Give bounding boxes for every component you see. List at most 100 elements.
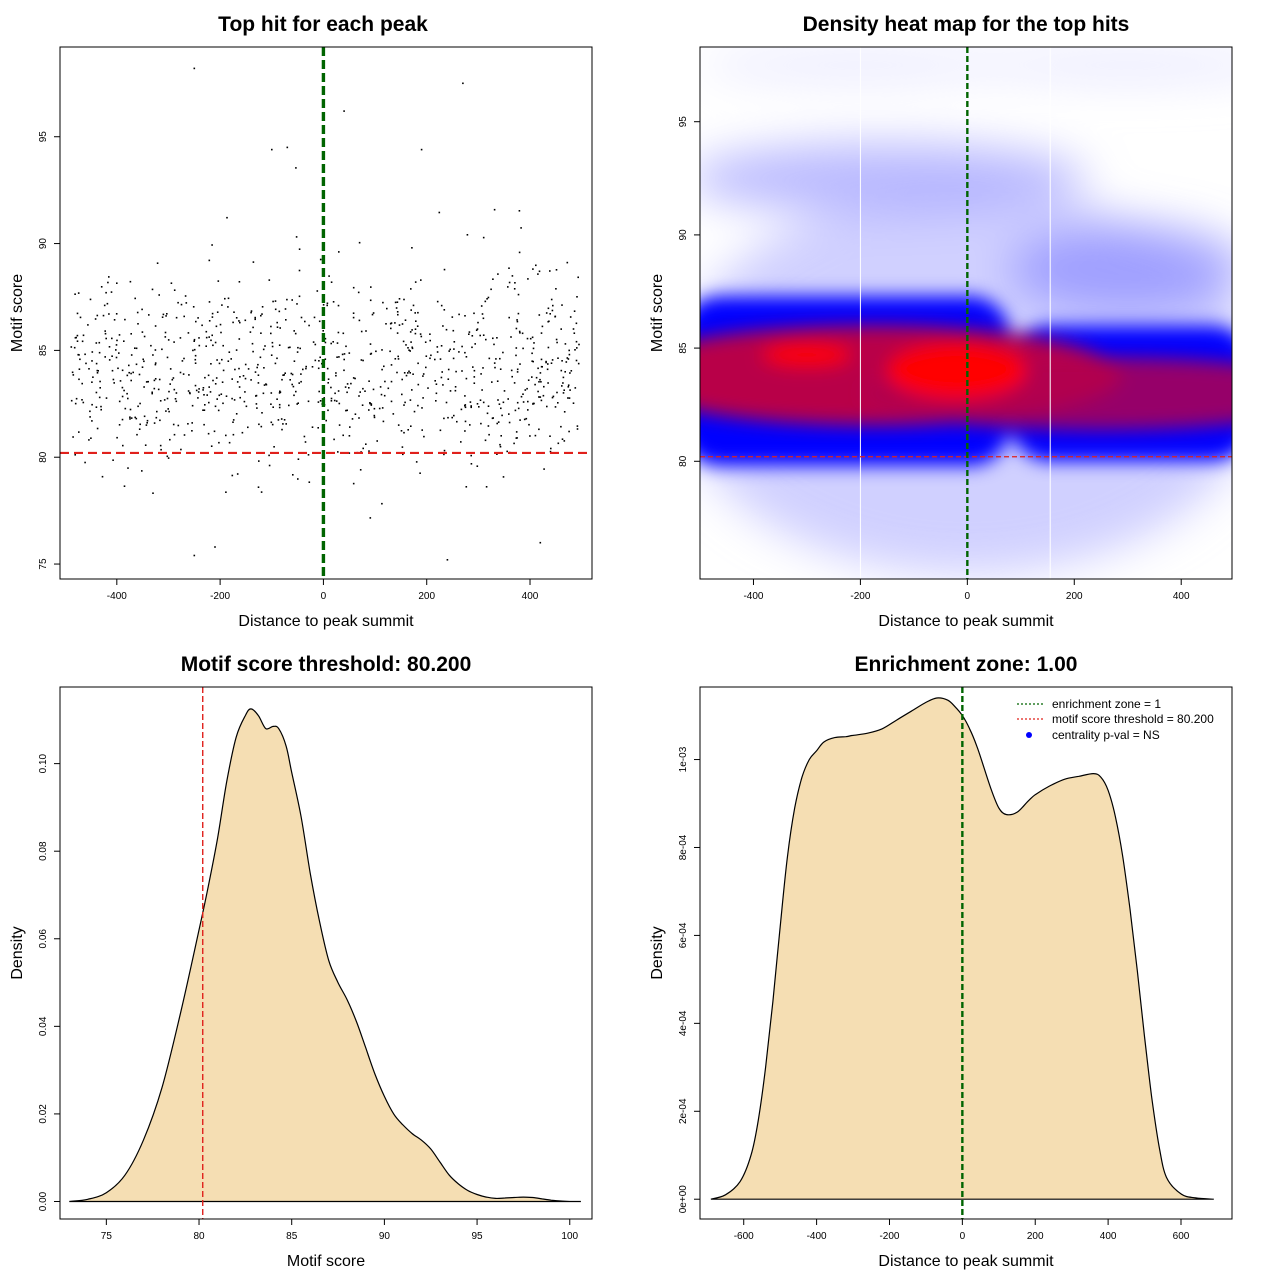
scatter-point xyxy=(508,316,510,319)
scatter-point xyxy=(396,332,399,334)
scatter-point xyxy=(515,354,517,357)
scatter-point xyxy=(141,366,144,368)
scatter-point xyxy=(291,373,294,376)
scatter-point xyxy=(300,316,303,319)
scatter-point xyxy=(214,405,217,408)
scatter-point xyxy=(121,386,124,389)
scatter-point xyxy=(394,322,396,324)
scatter-point xyxy=(153,387,156,390)
scatter-point xyxy=(531,336,534,339)
scatter-point xyxy=(438,211,441,214)
scatter-point xyxy=(90,437,92,439)
scatter-point xyxy=(564,343,567,345)
scatter-point xyxy=(348,452,351,454)
scatter-point xyxy=(138,428,141,430)
scatter-point xyxy=(201,324,203,327)
scatter-point xyxy=(143,386,145,388)
scatter-point xyxy=(464,406,467,409)
scatter-point xyxy=(370,403,373,405)
scatter-point xyxy=(322,330,324,332)
scatter-point xyxy=(73,346,76,349)
scatter-point xyxy=(537,390,539,393)
scatter-point xyxy=(395,307,398,309)
scatter-point xyxy=(324,341,327,344)
scatter-point xyxy=(232,419,235,421)
scatter-point xyxy=(497,421,500,423)
scatter-point xyxy=(278,344,281,346)
scatter-point xyxy=(104,330,106,332)
score-density-xtick-label: 80 xyxy=(193,1231,205,1242)
scatter-point xyxy=(531,352,533,355)
scatter-point xyxy=(440,304,443,307)
scatter-point xyxy=(81,340,84,343)
scatter-point xyxy=(295,236,298,238)
scatter-point xyxy=(476,465,479,467)
scatter-point xyxy=(291,299,293,301)
scatter-point xyxy=(518,330,521,333)
scatter-point xyxy=(239,321,241,324)
scatter-point xyxy=(564,371,566,373)
scatter-point xyxy=(341,353,344,356)
scatter-point xyxy=(271,423,274,426)
scatter-point xyxy=(208,320,211,322)
scatter-point xyxy=(167,339,170,341)
heatmap-ytick-label: 90 xyxy=(678,229,689,241)
scatter-point xyxy=(254,316,256,319)
scatter-point xyxy=(468,331,471,333)
scatter-point xyxy=(159,444,162,447)
scatter-point xyxy=(473,312,475,315)
scatter-point xyxy=(105,291,107,294)
scatter-point xyxy=(443,417,445,420)
scatter-point xyxy=(158,294,160,296)
scatter-point xyxy=(111,355,113,357)
scatter-point xyxy=(476,328,479,330)
scatter-point xyxy=(265,383,268,386)
scatter-point xyxy=(332,301,335,303)
scatter-point xyxy=(154,349,157,351)
scatter-point xyxy=(172,377,175,379)
scatter-point xyxy=(572,402,575,404)
scatter-point xyxy=(194,384,197,387)
scatter-point xyxy=(255,395,257,397)
scatter-point xyxy=(260,425,263,428)
distance-density-xtick-label: -600 xyxy=(734,1231,754,1242)
scatter-point xyxy=(522,401,525,403)
scatter-point xyxy=(534,383,536,386)
scatter-point xyxy=(142,358,144,361)
scatter-point xyxy=(299,347,301,350)
scatter-point xyxy=(203,423,205,426)
scatter-point xyxy=(413,410,416,413)
heatmap-xtick-label: 200 xyxy=(1066,591,1083,602)
scatter-point xyxy=(434,380,436,382)
scatter-point xyxy=(96,427,99,430)
scatter-point xyxy=(412,373,414,375)
scatter-point xyxy=(127,397,129,400)
scatter-ytick-label: 90 xyxy=(38,238,49,250)
scatter-point xyxy=(330,397,333,400)
scatter-point xyxy=(527,379,530,381)
scatter-point xyxy=(235,349,238,351)
scatter-point xyxy=(208,259,211,262)
scatter-point xyxy=(405,344,407,346)
scatter-point xyxy=(424,341,427,343)
scatter-point xyxy=(473,376,476,378)
scatter-point xyxy=(500,407,502,410)
scatter-point xyxy=(456,420,458,423)
scatter-point xyxy=(567,384,570,386)
scatter-point xyxy=(403,372,406,374)
scatter-point xyxy=(91,381,93,383)
scatter-point xyxy=(115,313,118,315)
scatter-point xyxy=(139,423,141,426)
scatter-point xyxy=(385,323,387,325)
scatter-point xyxy=(452,329,455,332)
scatter-point xyxy=(520,395,523,398)
scatter-point xyxy=(145,424,148,426)
scatter-point xyxy=(279,327,281,329)
scatter-point xyxy=(95,406,98,408)
scatter-point xyxy=(449,390,452,392)
scatter-point xyxy=(128,364,130,367)
scatter-point xyxy=(401,378,403,381)
score-density-xtick-label: 85 xyxy=(286,1231,298,1242)
scatter-point xyxy=(532,402,535,405)
scatter-point xyxy=(85,362,87,365)
